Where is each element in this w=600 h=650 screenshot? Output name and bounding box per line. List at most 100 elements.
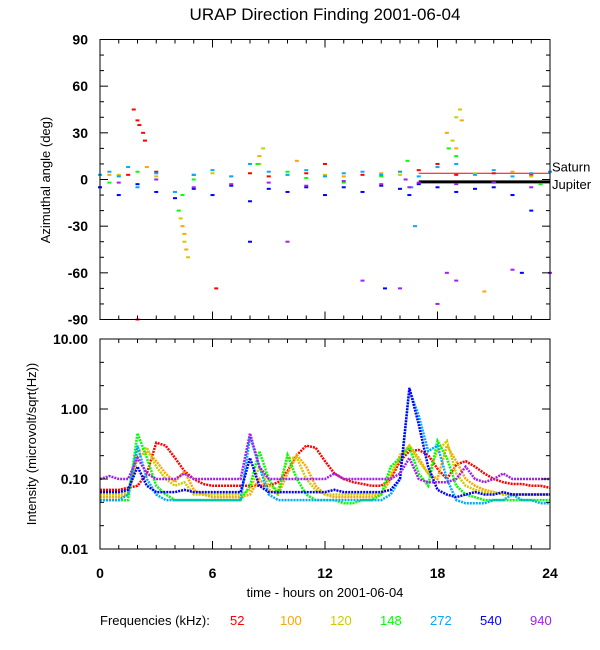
data-point-272: [360, 170, 365, 173]
data-point-540: [304, 186, 309, 189]
data-point-52: [126, 173, 131, 176]
data-point-272: [126, 166, 131, 169]
data-point-52: [131, 108, 136, 111]
data-point-940: [341, 180, 346, 183]
data-point-940: [191, 186, 196, 189]
data-point-940: [444, 271, 449, 274]
data-point-52: [491, 172, 496, 175]
data-point-540: [473, 187, 477, 190]
data-point-148: [285, 170, 290, 173]
data-point-100: [257, 155, 262, 158]
data-point-148: [176, 209, 181, 212]
data-point-540: [407, 194, 412, 197]
data-point-940: [154, 178, 159, 181]
data-point-52: [360, 173, 365, 176]
data-point-148: [341, 181, 346, 184]
data-point-272: [191, 173, 196, 176]
data-point-120: [261, 147, 266, 150]
data-point-52: [154, 170, 159, 173]
x-tick-label: 24: [542, 565, 558, 581]
data-point-940: [403, 178, 408, 181]
data-point-148: [538, 183, 543, 186]
data-point-272: [229, 175, 234, 178]
data-point-100: [294, 159, 299, 162]
data-point-272: [107, 170, 112, 173]
data-point-940: [529, 186, 534, 189]
data-point-100: [107, 173, 112, 176]
data-point-52: [214, 287, 219, 290]
data-point-52: [137, 124, 142, 127]
data-point-52: [248, 172, 252, 175]
data-point-940: [416, 181, 421, 184]
data-point-120: [454, 116, 459, 119]
data-point-272: [435, 166, 440, 169]
y-tick-label: -60: [68, 265, 88, 281]
y-tick-label: 0.01: [61, 541, 88, 557]
data-point-120: [154, 175, 159, 178]
top-y-axis-title: Azimuthal angle (deg): [38, 117, 53, 243]
data-point-940: [398, 287, 402, 290]
data-point-148: [454, 155, 459, 158]
data-point-940: [454, 279, 459, 282]
chart-title: URAP Direction Finding 2001-06-04: [190, 5, 461, 24]
data-point-540: [154, 190, 159, 193]
data-point-540: [519, 271, 524, 274]
data-point-540: [248, 240, 252, 243]
data-point-148: [304, 176, 309, 179]
y-tick-label: 0.10: [61, 471, 88, 487]
x-axis-title: time - hours on 2001-06-04: [247, 585, 404, 600]
data-point-272: [510, 175, 515, 178]
direction-panel: Saturn Jupiter 90 60 30 0 -30 -60 -90: [68, 32, 592, 328]
legend-label: Frequencies (kHz):: [100, 613, 210, 628]
data-point-272: [413, 225, 417, 228]
y-tick-label: 1.00: [61, 401, 88, 417]
data-point-52: [143, 139, 147, 142]
legend-entry-272: 272: [430, 613, 452, 628]
y-tick-label: -90: [68, 312, 88, 328]
data-point-940: [491, 181, 496, 184]
data-point-940: [116, 181, 121, 184]
data-point-272: [173, 190, 177, 193]
data-point-940: [360, 279, 365, 282]
data-point-100: [444, 131, 449, 134]
data-point-540: [116, 194, 121, 197]
data-point-272: [416, 175, 421, 178]
data-point-540: [416, 183, 421, 186]
data-point-272: [154, 172, 159, 175]
data-point-120: [473, 172, 477, 175]
data-point-100: [180, 225, 185, 228]
data-point-540: [135, 183, 140, 186]
x-tick-label: 0: [96, 565, 104, 581]
data-point-272: [248, 162, 252, 165]
legend-entry-120: 120: [330, 613, 352, 628]
data-point-120: [178, 217, 183, 220]
data-point-940: [229, 183, 234, 186]
data-point-272: [379, 173, 384, 176]
data-point-540: [510, 194, 515, 197]
data-point-540: [248, 200, 252, 203]
data-point-148: [107, 181, 112, 184]
legend-entry-148: 148: [380, 613, 402, 628]
data-point-272: [135, 186, 140, 189]
saturn-label: Saturn: [552, 159, 590, 174]
data-point-272: [491, 169, 496, 172]
data-point-100: [184, 248, 189, 251]
data-point-940: [510, 268, 515, 271]
data-point-540: [210, 194, 215, 197]
data-point-540: [191, 187, 196, 190]
jupiter-label: Jupiter: [552, 177, 592, 192]
data-point-272: [304, 169, 309, 172]
data-point-120: [323, 173, 327, 176]
y-tick-label: -30: [68, 218, 88, 234]
data-point-100: [454, 147, 459, 150]
data-point-148: [255, 162, 260, 165]
data-point-540: [229, 184, 234, 187]
x-tick-label: 12: [317, 565, 333, 581]
data-point-52: [141, 131, 146, 134]
data-point-120: [458, 108, 462, 111]
data-point-540: [323, 194, 327, 197]
data-point-148: [135, 170, 140, 173]
data-point-540: [173, 197, 177, 200]
intensity-series-540: [100, 387, 550, 499]
